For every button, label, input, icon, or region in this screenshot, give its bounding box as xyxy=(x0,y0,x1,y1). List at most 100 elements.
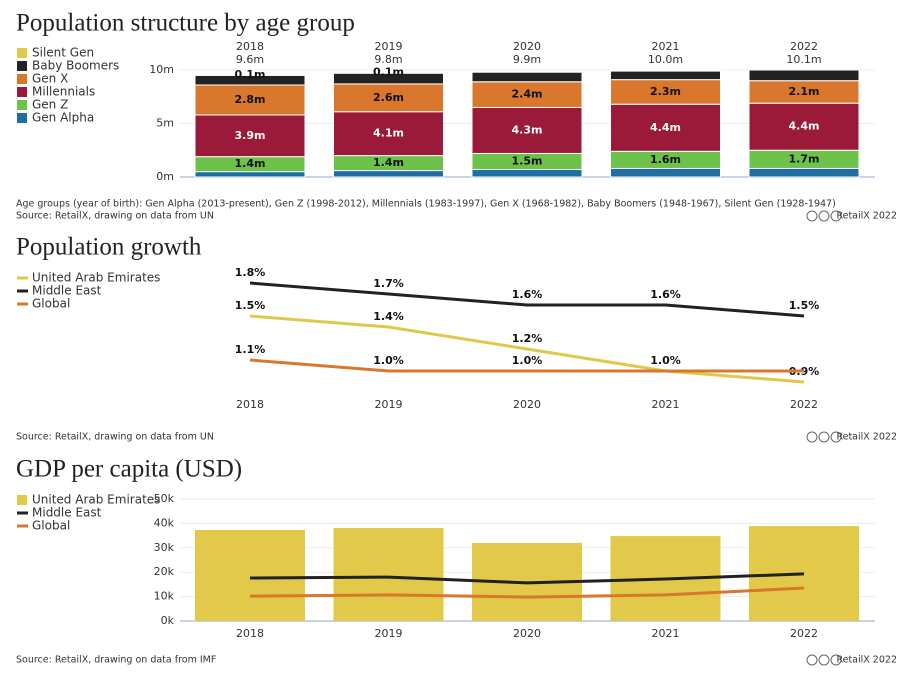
x-tick-label: 2018 xyxy=(236,40,264,53)
total-label: 10.0m xyxy=(648,53,683,66)
bar-segment xyxy=(610,79,721,105)
chart-title: Population structure by age group xyxy=(16,10,355,37)
bar xyxy=(333,528,444,621)
bar-segment xyxy=(748,69,860,82)
source: Source: RetailX, drawing on data from UN xyxy=(16,211,214,222)
value-label: 3.9m xyxy=(235,129,266,142)
bar-segment xyxy=(194,171,306,178)
license-icon xyxy=(830,210,842,222)
bar-segment xyxy=(471,169,583,178)
license-icon xyxy=(806,210,818,222)
x-tick-label: 2020 xyxy=(513,398,541,411)
x-tick-label: 2018 xyxy=(236,398,264,411)
y-tick-label: 40k xyxy=(154,516,175,529)
legend-label: Millennials xyxy=(32,85,95,99)
y-tick-label: 0m xyxy=(156,170,174,183)
bar-segment xyxy=(610,69,721,72)
value-label: 1.0% xyxy=(650,354,681,367)
legend-swatch xyxy=(17,61,27,71)
line xyxy=(249,586,805,599)
license-icon xyxy=(818,431,830,443)
value-label: 2.8m xyxy=(235,93,266,106)
value-label: 1.0% xyxy=(512,354,543,367)
x-tick-label: 2022 xyxy=(790,398,818,411)
y-tick-label: 5m xyxy=(156,117,174,130)
legend-swatch xyxy=(17,495,27,505)
x-tick-label: 2022 xyxy=(790,40,818,53)
bar-segment xyxy=(333,83,444,113)
value-label: 2.3m xyxy=(650,85,681,98)
bar-segment xyxy=(748,102,860,151)
x-tick-label: 2019 xyxy=(375,627,403,640)
x-tick-label: 2021 xyxy=(652,627,680,640)
legend-label: Silent Gen xyxy=(32,46,94,60)
note: Age groups (year of birth): Gen Alpha (2… xyxy=(16,199,836,210)
value-label: 4.4m xyxy=(789,120,820,133)
value-label: 1.4m xyxy=(235,157,266,170)
legend-label: Gen X xyxy=(32,72,68,86)
value-label: 1.4m xyxy=(373,156,404,169)
license-icon xyxy=(818,210,830,222)
legend-swatch xyxy=(17,113,27,123)
legend-label: Global xyxy=(32,297,70,311)
total-label: 9.9m xyxy=(513,53,541,66)
value-label: 2.4m xyxy=(512,88,543,101)
x-tick-label: 2021 xyxy=(652,398,680,411)
legend-label: Middle East xyxy=(32,506,102,520)
y-tick-label: 20k xyxy=(154,565,175,578)
bar-segment xyxy=(610,103,721,152)
legend-swatch xyxy=(17,74,27,84)
y-tick-label: 0k xyxy=(161,614,175,627)
value-label: 4.4m xyxy=(650,121,681,134)
chart-title: Population growth xyxy=(16,234,202,261)
value-label: 1.0% xyxy=(373,354,404,367)
bar-segment xyxy=(194,73,306,76)
value-label: 0.1m xyxy=(373,66,404,79)
value-label: 1.6m xyxy=(650,153,681,166)
bar-segment xyxy=(610,167,721,178)
legend-label: Baby Boomers xyxy=(32,59,119,73)
source: Source: RetailX, drawing on data from IM… xyxy=(16,655,216,666)
license-icon xyxy=(830,431,842,443)
bar-segment xyxy=(610,70,721,81)
legend-label: Global xyxy=(32,519,70,533)
bar-segment xyxy=(748,68,860,71)
x-tick-label: 2019 xyxy=(375,40,403,53)
y-tick-label: 30k xyxy=(154,541,175,554)
bar-segment xyxy=(471,106,583,154)
value-label: 1.5% xyxy=(235,299,266,312)
bar-segment xyxy=(748,167,860,178)
value-label: 1.6% xyxy=(650,288,681,301)
value-label: 1.5% xyxy=(789,299,820,312)
line xyxy=(249,572,805,585)
legend-label: United Arab Emirates xyxy=(32,493,160,507)
value-label: 0.1m xyxy=(235,68,266,81)
bar xyxy=(195,529,305,621)
y-tick-label: 10k xyxy=(154,590,175,603)
value-label: 4.3m xyxy=(512,123,543,136)
value-label: 1.4% xyxy=(373,310,404,323)
license-icon xyxy=(806,654,818,666)
legend-swatch xyxy=(17,87,27,97)
source: Source: RetailX, drawing on data from UN xyxy=(16,432,214,443)
value-label: 1.1% xyxy=(235,343,266,356)
bar xyxy=(749,526,859,621)
x-tick-label: 2022 xyxy=(790,627,818,640)
legend-label: United Arab Emirates xyxy=(32,271,160,285)
bar-segment xyxy=(471,70,583,73)
total-label: 9.6m xyxy=(236,53,264,66)
license-icon xyxy=(818,654,830,666)
value-label: 4.1m xyxy=(373,127,404,140)
license-icon xyxy=(830,654,842,666)
legend-label: Middle East xyxy=(32,284,102,298)
license-icon xyxy=(806,431,818,443)
total-label: 9.8m xyxy=(374,53,402,66)
value-label: 1.7% xyxy=(373,277,404,290)
bar-segment xyxy=(471,71,583,83)
bar-segment xyxy=(194,84,306,116)
value-label: 2.1m xyxy=(789,85,820,98)
line xyxy=(249,281,805,318)
x-tick-label: 2020 xyxy=(513,40,541,53)
value-label: 2.6m xyxy=(373,91,404,104)
